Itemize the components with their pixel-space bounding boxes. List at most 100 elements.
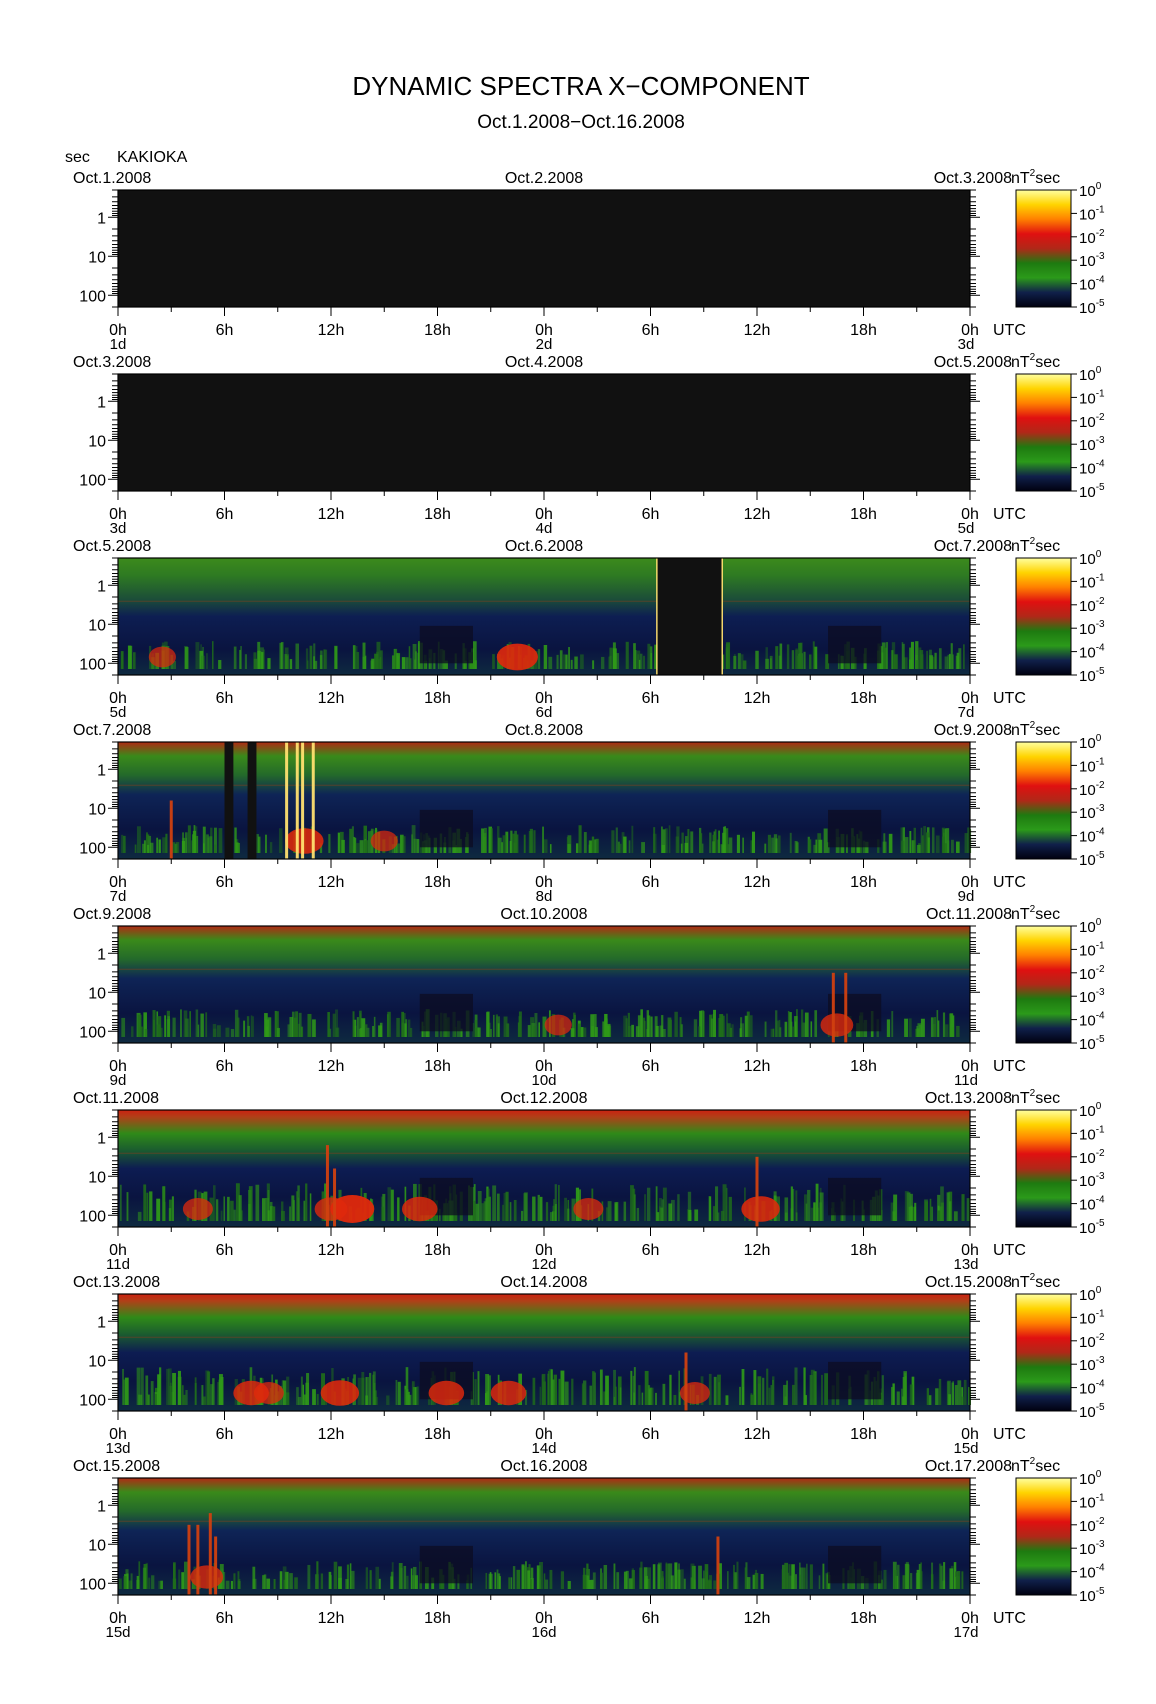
panel-mid-date: Oct.10.2008	[500, 906, 587, 923]
x-tick-label: 0h	[109, 1242, 127, 1259]
quiet-patch	[419, 809, 473, 848]
x-tick-label: 6h	[216, 1058, 234, 1075]
day-label: 12d	[531, 1256, 556, 1273]
panel-start-date: Oct.3.2008	[73, 354, 151, 371]
day-label: 5d	[958, 520, 975, 537]
colorbar-tick-label: 10-3	[1079, 1539, 1105, 1558]
day-label: 15d	[105, 1624, 130, 1641]
power-burst	[490, 1380, 527, 1406]
day-label: 8d	[536, 888, 553, 905]
colorbar: nT2sec 100 10-1 10-2 10-3 10-4 10-5	[1011, 352, 1105, 501]
colorbar-tick-label: 100	[1079, 1101, 1102, 1120]
colorbar-tick-label: 10-4	[1079, 1563, 1105, 1582]
colorbar-tick-label: 10-5	[1079, 298, 1105, 317]
x-tick-label: 6h	[642, 506, 660, 523]
colorbar: nT2sec 100 10-1 10-2 10-3 10-4 10-5	[1011, 536, 1105, 685]
colorbar-gradient	[1015, 373, 1072, 492]
x-tick-label: 0h	[961, 1242, 979, 1259]
panel-start-date: Oct.11.2008	[73, 1090, 159, 1107]
x-tick-label: 0h	[535, 690, 553, 707]
colorbar-gradient	[1015, 1109, 1072, 1228]
x-tick-label: 6h	[642, 1610, 660, 1627]
colorbar-tick-label: 100	[1079, 1285, 1102, 1304]
y-tick-label: 10	[88, 617, 106, 634]
y-tick-label: 1	[97, 1498, 106, 1515]
x-axis: 0h 6h 12h 18h 0h 6h 12h 18h 0h UTC 13d 14d 15d	[105, 1411, 1026, 1457]
figure-title: DYNAMIC SPECTRA X−COMPONENT	[352, 71, 809, 101]
colorbar-tick-label: 100	[1079, 917, 1102, 936]
colorbar-unit: nT2sec	[1011, 1088, 1060, 1107]
x-tick-label: 0h	[535, 1610, 553, 1627]
spectrogram-image	[118, 1294, 971, 1411]
x-unit-label: UTC	[993, 1058, 1026, 1075]
colorbar-tick-label: 10-2	[1079, 412, 1105, 431]
panel-mid-date: Oct.8.2008	[505, 722, 583, 739]
colorbar-tick-label: 10-3	[1079, 251, 1105, 270]
x-tick-label: 0h	[535, 1426, 553, 1443]
y-axis: 1 10 100	[79, 1293, 980, 1412]
colorbar: nT2sec 100 10-1 10-2 10-3 10-4 10-5	[1011, 168, 1105, 317]
y-tick-label: 100	[79, 656, 106, 673]
panel-mid-date: Oct.6.2008	[505, 538, 583, 555]
x-tick-label: 12h	[744, 1610, 771, 1627]
data-gap	[657, 558, 722, 675]
day-label: 5d	[110, 704, 127, 721]
colorbar-tick-label: 10-1	[1079, 1492, 1105, 1511]
power-spike	[214, 1536, 218, 1595]
quiet-patch	[828, 1177, 882, 1216]
x-axis: 0h 6h 12h 18h 0h 6h 12h 18h 0h UTC 9d 10d 11d	[109, 1043, 1026, 1089]
power-burst	[573, 1198, 604, 1220]
x-tick-label: 0h	[109, 690, 127, 707]
x-tick-label: 0h	[109, 322, 127, 339]
power-spike	[311, 742, 315, 859]
colorbar-tick-label: 10-2	[1079, 1332, 1105, 1351]
y-tick-label: 10	[88, 801, 106, 818]
power-burst	[820, 1013, 854, 1037]
y-axis: 1 10 100	[79, 1477, 980, 1596]
colorbar-gradient	[1015, 925, 1072, 1044]
power-burst	[544, 1014, 572, 1036]
panel-start-date: Oct.13.2008	[73, 1274, 160, 1291]
x-tick-label: 0h	[109, 506, 127, 523]
panel-mid-date: Oct.12.2008	[500, 1090, 587, 1107]
y-tick-label: 100	[79, 1576, 106, 1593]
x-tick-label: 6h	[642, 1242, 660, 1259]
power-spike	[333, 1168, 337, 1227]
power-spike	[684, 1352, 688, 1411]
day-label: 11d	[106, 1256, 130, 1273]
power-burst	[148, 646, 176, 668]
panel-start-date: Oct.1.2008	[73, 170, 151, 187]
day-label: 4d	[536, 520, 553, 537]
colorbar-tick-label: 10-5	[1079, 850, 1105, 869]
quiet-patch	[828, 1545, 882, 1584]
x-tick-label: 12h	[744, 1242, 771, 1259]
x-tick-label: 12h	[318, 874, 345, 891]
x-tick-label: 18h	[850, 690, 877, 707]
colorbar-unit: nT2sec	[1011, 720, 1060, 739]
y-tick-label: 1	[97, 1314, 106, 1331]
colorbar-tick-label: 10-3	[1079, 435, 1105, 454]
x-axis: 0h 6h 12h 18h 0h 6h 12h 18h 0h UTC 1d 2d 3d	[109, 307, 1026, 353]
x-unit-label: UTC	[993, 506, 1026, 523]
power-spike	[716, 1536, 720, 1595]
colorbar: nT2sec 100 10-1 10-2 10-3 10-4 10-5	[1011, 904, 1105, 1053]
colorbar: nT2sec 100 10-1 10-2 10-3 10-4 10-5	[1011, 1272, 1105, 1421]
figure-subtitle: Oct.1.2008−Oct.16.2008	[477, 112, 685, 133]
day-label: 14d	[531, 1440, 556, 1457]
x-axis: 0h 6h 12h 18h 0h 6h 12h 18h 0h UTC 7d 8d 9d	[109, 859, 1026, 905]
y-tick-label: 10	[88, 1537, 106, 1554]
x-axis: 0h 6h 12h 18h 0h 6h 12h 18h 0h UTC 11d 12d 13d	[106, 1227, 1026, 1273]
power-burst	[428, 1380, 465, 1406]
power-burst	[496, 643, 538, 671]
colorbar-tick-label: 10-1	[1079, 388, 1105, 407]
day-label: 7d	[958, 704, 975, 721]
colorbar-tick-label: 10-1	[1079, 1124, 1105, 1143]
day-label: 9d	[110, 1072, 127, 1089]
x-tick-label: 18h	[850, 506, 877, 523]
x-tick-label: 12h	[318, 1058, 345, 1075]
data-gap	[224, 742, 234, 859]
y-tick-label: 100	[79, 1392, 106, 1409]
colorbar: nT2sec 100 10-1 10-2 10-3 10-4 10-5	[1011, 1088, 1105, 1237]
x-axis: 0h 6h 12h 18h 0h 6h 12h 18h 0h UTC 5d 6d 7d	[109, 675, 1026, 721]
